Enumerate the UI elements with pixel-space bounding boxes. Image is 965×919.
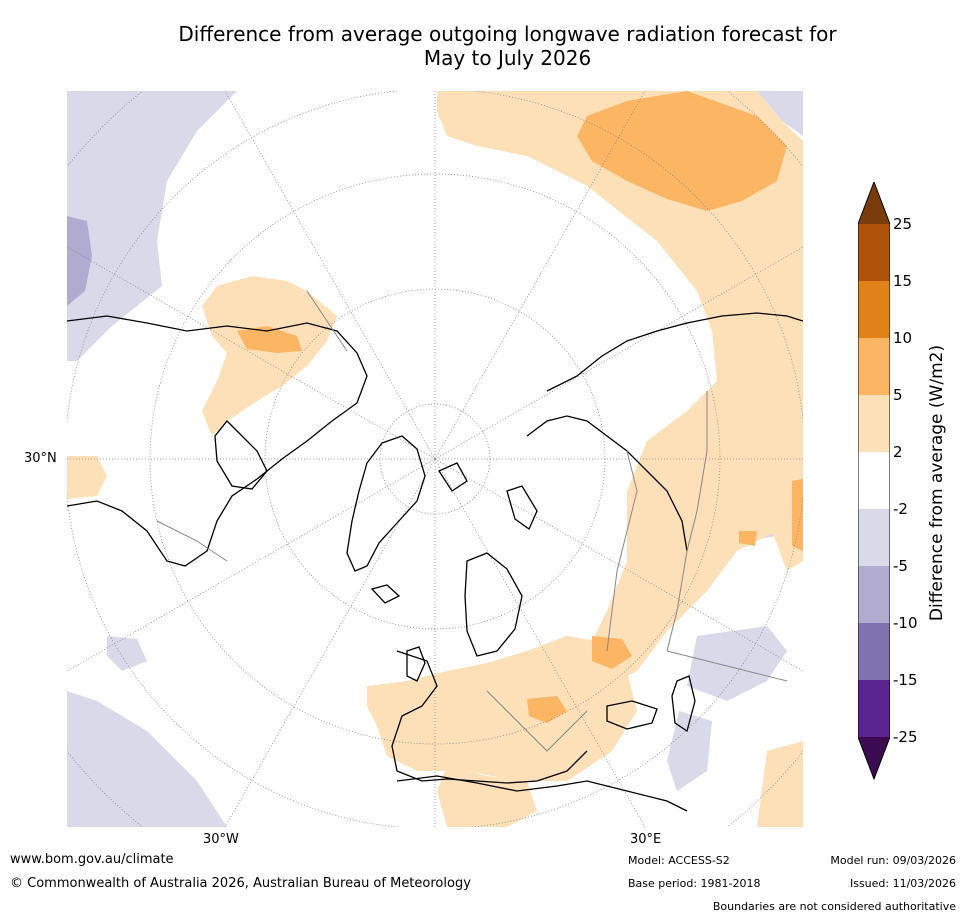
colorbar-outline (858, 182, 890, 781)
border-asia-east (666, 391, 708, 652)
colorbar-tick-m15: -15 (893, 671, 918, 689)
website-link[interactable]: www.bom.gov.au/climate (10, 852, 174, 867)
lon-label-30w: 30°W (203, 832, 239, 847)
colorbar-tick-25: 25 (893, 215, 913, 233)
coastline-greenland (346, 435, 426, 572)
coastline-caspian-sea (671, 675, 696, 733)
orange-region-eastern-europe (592, 636, 632, 669)
copyright-text: © Commonwealth of Australia 2026, Austra… (10, 876, 471, 891)
lavender-region-far-northeast (757, 91, 803, 136)
colorbar-tick-5: 5 (893, 386, 903, 404)
graticule-latitude-60 (149, 173, 721, 745)
lat-label-30n: 30°N (24, 451, 57, 466)
title-line-2: May to July 2026 (423, 46, 592, 70)
colorbar-tick-15: 15 (893, 272, 913, 290)
coastline-svalbard (438, 462, 468, 492)
coastline-black-sea (606, 700, 658, 730)
boundary-disclaimer: Boundaries are not considered authoritat… (712, 900, 956, 913)
colorbar-label: Difference from average (W/m2) (927, 344, 947, 622)
peach-region-siberia (437, 91, 803, 691)
lavender-region-middle-east (687, 626, 787, 701)
coastline-siberia (546, 312, 803, 392)
peach-region-pacific (67, 456, 107, 499)
country-boundaries (156, 290, 788, 752)
lavender-region-atlantic (107, 636, 147, 671)
issued-date: Issued: 11/03/2026 (849, 877, 956, 890)
base-period: Base period: 1981-2018 (628, 877, 761, 890)
colorbar-tick-10: 10 (893, 329, 913, 347)
colorbar-bin-5-10 (858, 338, 890, 395)
orange-region-asia (792, 479, 803, 551)
coastline-kara-sea (526, 415, 688, 552)
lavender-region-arabia (667, 711, 712, 791)
colorbar-tick-m5: -5 (893, 557, 908, 575)
colorbar-tick-2: 2 (893, 443, 903, 461)
peach-region-north-africa (437, 766, 537, 827)
coastline-mediterranean (396, 775, 688, 812)
orange-region-middle-east (739, 531, 757, 546)
colorbar-bin-m2-2 (858, 452, 890, 509)
border-us-canada (156, 520, 228, 562)
border-asia-west (606, 450, 638, 652)
colorbar-bin-m25-m15 (858, 680, 890, 737)
border-central-asia (666, 650, 788, 682)
moderate-positive-regions (237, 91, 803, 723)
anomaly-map (67, 91, 803, 827)
model-name: Model: ACCESS-S2 (628, 854, 730, 867)
model-run-date: Model run: 09/03/2026 (830, 854, 956, 867)
coastline-north-america (67, 315, 368, 567)
coastlines (67, 312, 803, 812)
peach-region-europe (367, 636, 637, 781)
coastline-scandinavia (464, 552, 523, 657)
purple-region-west-coast (67, 216, 92, 306)
coastline-iceland (370, 584, 401, 604)
title-line-1: Difference from average outgoing longwav… (178, 22, 837, 46)
lavender-region-west-canada (67, 91, 237, 361)
colorbar-bin-2-5 (858, 395, 890, 452)
colorbar-bin-10-15 (858, 281, 890, 338)
coastline-europe (391, 650, 588, 784)
colorbar-arrow-top (858, 182, 890, 224)
coastline-novaya-zemlya (506, 485, 538, 530)
graticule (67, 91, 803, 827)
lavender-region-southwest-pacific (67, 691, 227, 827)
colorbar-bin-m10-m5 (858, 566, 890, 623)
border-europe-interior (486, 690, 588, 752)
colorbar-tick-m2: -2 (893, 500, 908, 518)
colorbar-tick-m25: -25 (893, 728, 918, 746)
colorbar-bin-15-25 (858, 224, 890, 281)
coastline-hudson-bay (214, 420, 268, 490)
colorbar-tick-m10: -10 (893, 614, 918, 632)
peach-region-india (757, 741, 803, 827)
coastline-uk (406, 646, 426, 682)
orange-region-siberia (577, 91, 787, 211)
border-alaska-canada (306, 290, 348, 352)
chart-title: Difference from average outgoing longwav… (0, 22, 965, 70)
colorbar (858, 182, 890, 781)
peach-region-canada (202, 276, 337, 436)
colorbar-arrow-bottom (858, 737, 890, 779)
lon-label-30e: 30°E (630, 832, 662, 847)
colorbar-bin-m5-m2 (858, 509, 890, 566)
orange-region-canada (237, 326, 302, 353)
colorbar-bin-m15-m10 (858, 623, 890, 680)
